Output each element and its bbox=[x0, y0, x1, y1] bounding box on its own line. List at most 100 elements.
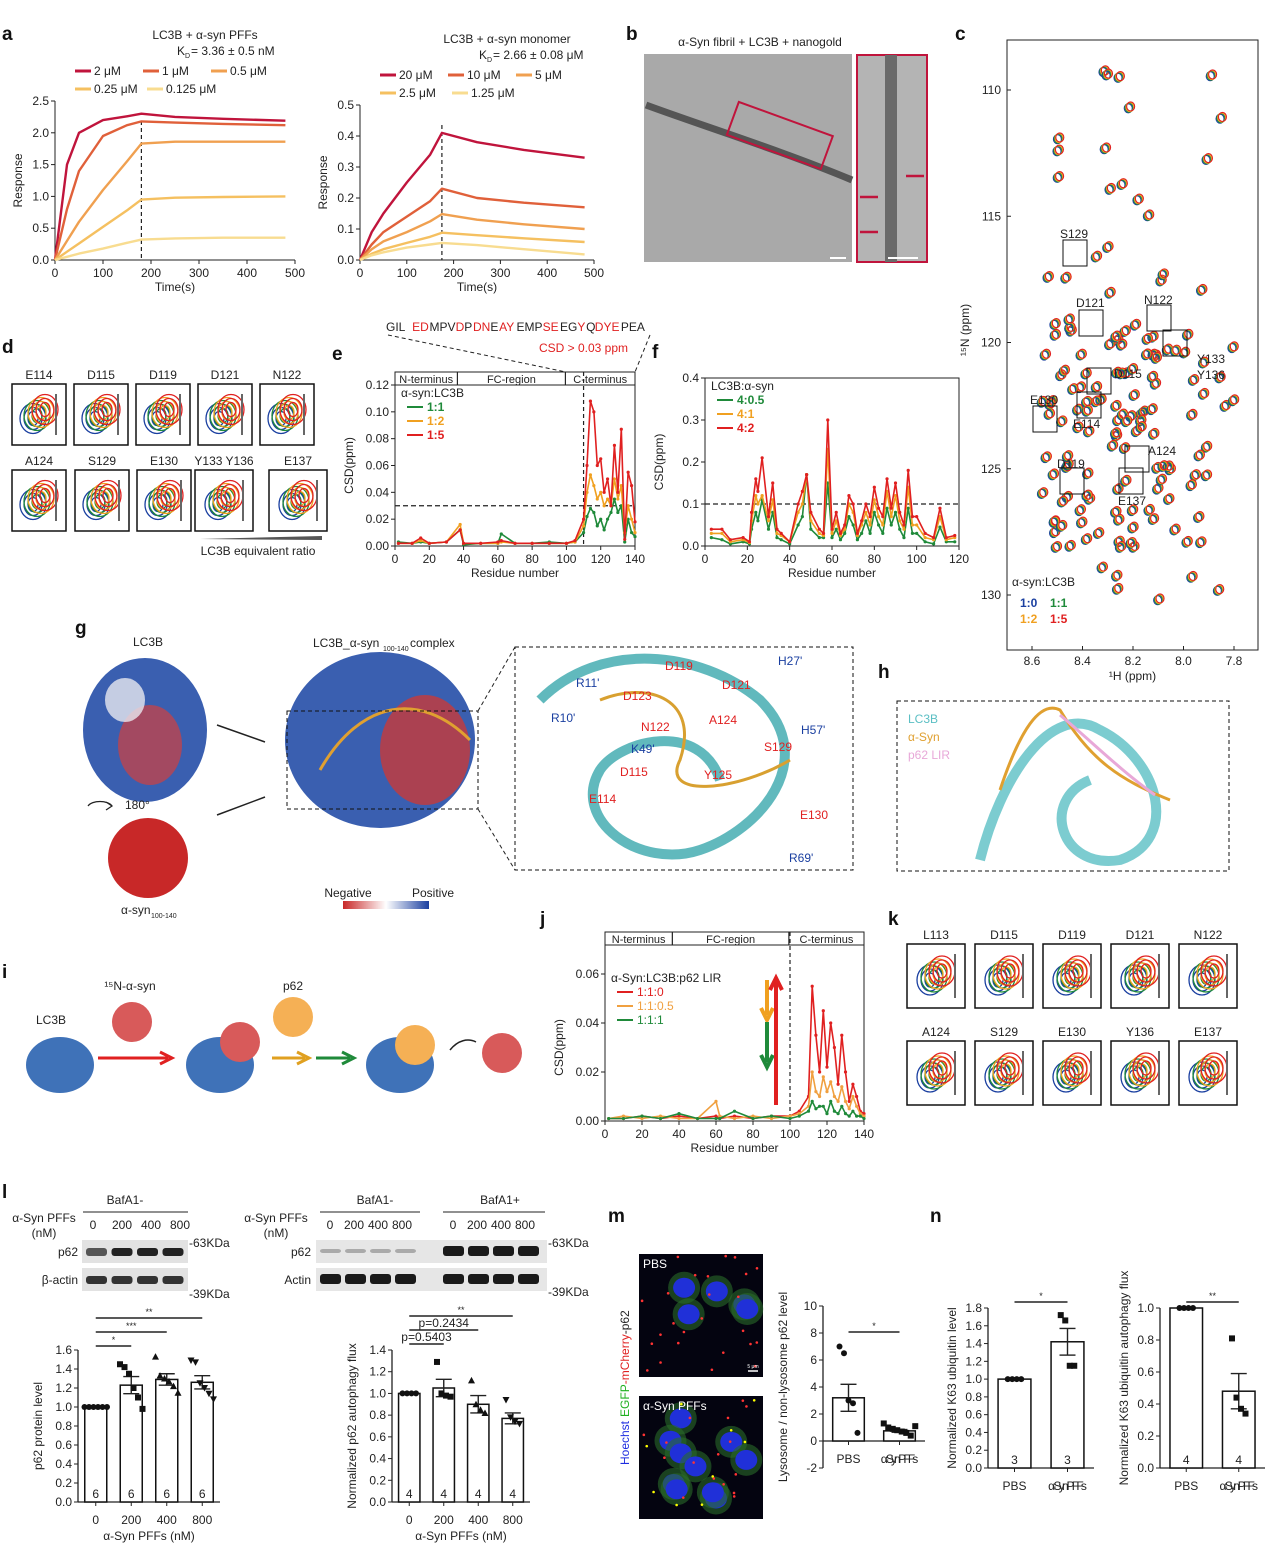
data-point bbox=[825, 1090, 829, 1094]
legend-label: 1:2 bbox=[427, 414, 445, 428]
x-tick-label: 60 bbox=[709, 1127, 723, 1141]
nucleus bbox=[684, 1456, 707, 1477]
asyn-surface bbox=[108, 818, 188, 898]
bar bbox=[190, 1381, 215, 1503]
x-tick-label: 8.6 bbox=[1024, 654, 1041, 668]
y-tick-label: 8 bbox=[810, 1326, 817, 1340]
legend-label: 1:1 bbox=[427, 400, 445, 414]
data-point bbox=[447, 1393, 454, 1400]
asyn-backbone bbox=[599, 691, 791, 788]
data-point bbox=[640, 1114, 644, 1118]
data-point bbox=[413, 1390, 419, 1397]
data-point bbox=[633, 535, 637, 539]
data-point bbox=[751, 1116, 755, 1121]
mw-marker: -39KDa bbox=[189, 1287, 230, 1301]
nmr-peak bbox=[1159, 268, 1169, 279]
data-point bbox=[626, 517, 630, 521]
series-line-1 bbox=[53, 120, 286, 261]
region-label: N-terminus bbox=[612, 934, 666, 946]
residue-label: L113 bbox=[923, 928, 949, 942]
data-point bbox=[860, 531, 864, 536]
nmr-peak bbox=[1118, 178, 1128, 189]
data-point bbox=[862, 1116, 866, 1121]
blot-strip bbox=[316, 1268, 547, 1291]
puncta bbox=[712, 1477, 716, 1480]
nmr-peak bbox=[1229, 341, 1239, 352]
nmr-peak bbox=[1157, 274, 1167, 285]
data-point bbox=[602, 504, 606, 508]
nmr-peak bbox=[1121, 325, 1131, 336]
puncta bbox=[680, 1402, 683, 1406]
contour-box bbox=[259, 383, 315, 446]
x-tick-label: 0 bbox=[392, 552, 399, 566]
data-point bbox=[876, 506, 881, 510]
data-point bbox=[605, 497, 610, 501]
data-point bbox=[581, 517, 586, 521]
data-point bbox=[210, 1396, 217, 1403]
x-axis-label: α-Syn PFFs (nM) bbox=[415, 1529, 507, 1543]
data-point bbox=[840, 1085, 844, 1089]
data-point bbox=[732, 1114, 737, 1118]
legend-label: 1:2 bbox=[1020, 612, 1038, 626]
contour bbox=[936, 1060, 948, 1076]
arrow-icon bbox=[216, 724, 266, 816]
nmr-peak bbox=[1098, 561, 1109, 572]
data-point bbox=[910, 523, 915, 527]
nmr-peak bbox=[1083, 404, 1093, 415]
asyn-shape bbox=[482, 1033, 522, 1073]
data-point bbox=[756, 519, 760, 523]
y-tick-label: 0.6 bbox=[965, 1408, 982, 1422]
nmr-peak bbox=[1059, 495, 1069, 506]
data-point bbox=[196, 1380, 204, 1387]
data-point bbox=[117, 1361, 123, 1368]
contour bbox=[1208, 1060, 1220, 1076]
contour-box bbox=[1110, 943, 1170, 1009]
nmr-peak bbox=[1044, 270, 1054, 282]
asyn-shape bbox=[220, 1022, 260, 1062]
data-point bbox=[817, 531, 821, 536]
data-point bbox=[830, 531, 834, 536]
thumbnail: Y133 Y136 bbox=[194, 454, 254, 532]
nmr-peak bbox=[1064, 450, 1074, 461]
y-tick-label: 0.08 bbox=[366, 432, 390, 446]
data-point bbox=[862, 1112, 866, 1116]
chart-c-hsqc: 8.6 8.4 8.2 8.0 7.8 110 115 120 125 130 ¹H (ppm) ¹⁵… bbox=[958, 39, 1259, 683]
acidic-patch bbox=[118, 705, 182, 785]
fibril-zoom bbox=[885, 55, 897, 262]
data-point bbox=[885, 1424, 892, 1431]
data-point bbox=[826, 481, 830, 485]
bar bbox=[397, 1392, 421, 1503]
data-point bbox=[599, 457, 603, 461]
data-point bbox=[855, 1114, 859, 1118]
chart-a_right: 0 100 200 300 400 500 0.0 0.1 0.2 0.3 0.4 0.5 Time(s… bbox=[316, 32, 604, 294]
data-point bbox=[851, 502, 855, 506]
series-line-4 bbox=[54, 236, 286, 262]
p62-lir-backbone bbox=[1059, 713, 1156, 797]
data-point bbox=[1013, 1376, 1020, 1383]
data-point bbox=[547, 541, 551, 545]
data-point bbox=[573, 539, 577, 543]
band bbox=[137, 1276, 158, 1284]
puncta bbox=[706, 1275, 710, 1278]
n-label: 4 bbox=[475, 1487, 482, 1501]
y-tick-label: 0 bbox=[810, 1434, 817, 1448]
arrow-icon bbox=[316, 1050, 358, 1066]
y-tick-label: 0.06 bbox=[366, 459, 390, 473]
data-point bbox=[714, 1116, 718, 1121]
x-tick-label: 300 bbox=[189, 266, 209, 280]
data-point bbox=[607, 1116, 611, 1121]
contour bbox=[163, 401, 175, 418]
legend-title: α-syn:LC3B bbox=[1012, 575, 1075, 589]
nmr-peak bbox=[1039, 487, 1049, 498]
subscript: 100-140 bbox=[151, 913, 177, 920]
data-point bbox=[805, 473, 809, 477]
y-tick-label: 0.2 bbox=[55, 1476, 72, 1490]
nmr-peak bbox=[1188, 408, 1198, 419]
data-point bbox=[399, 1390, 406, 1397]
y-tick-label: 0.02 bbox=[366, 512, 390, 526]
data-point bbox=[810, 984, 814, 988]
x-tick-label: 400 bbox=[537, 266, 557, 280]
y-tick-label: 1.0 bbox=[1137, 1301, 1154, 1315]
panel-label-b: b bbox=[626, 24, 638, 45]
data-point bbox=[677, 1116, 681, 1121]
